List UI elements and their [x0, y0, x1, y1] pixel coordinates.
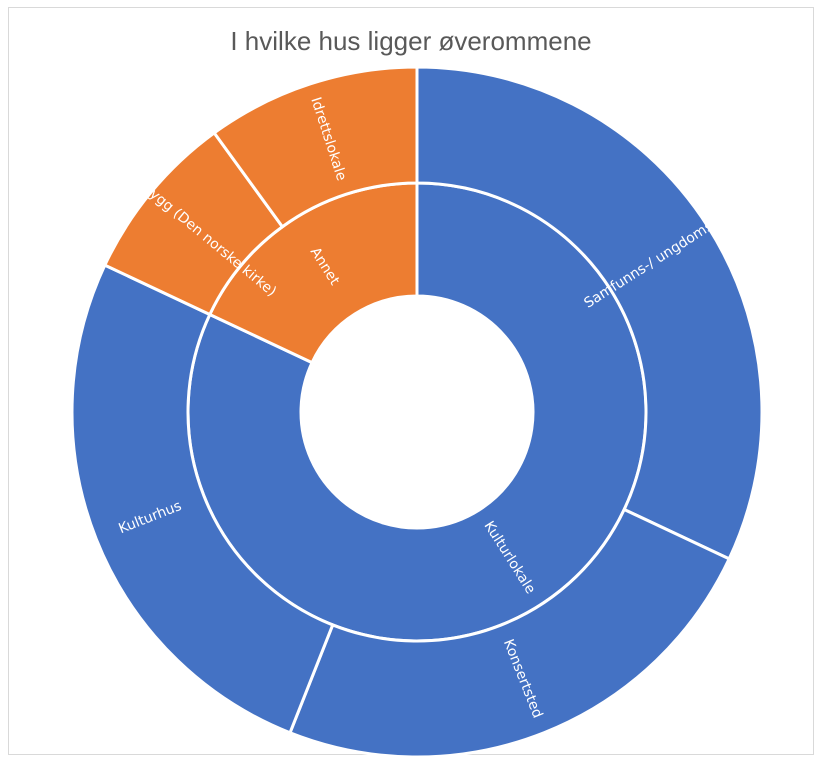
chart-title: I hvilke hus ligger øverommene: [230, 26, 592, 56]
outer-segment-kulturhus: [70, 263, 335, 735]
outer-segment-samfunns-ungdomshus: [415, 65, 764, 561]
outer-segment-idrettslokale: [212, 65, 419, 229]
outer-segment-konsertsted: [288, 507, 732, 759]
